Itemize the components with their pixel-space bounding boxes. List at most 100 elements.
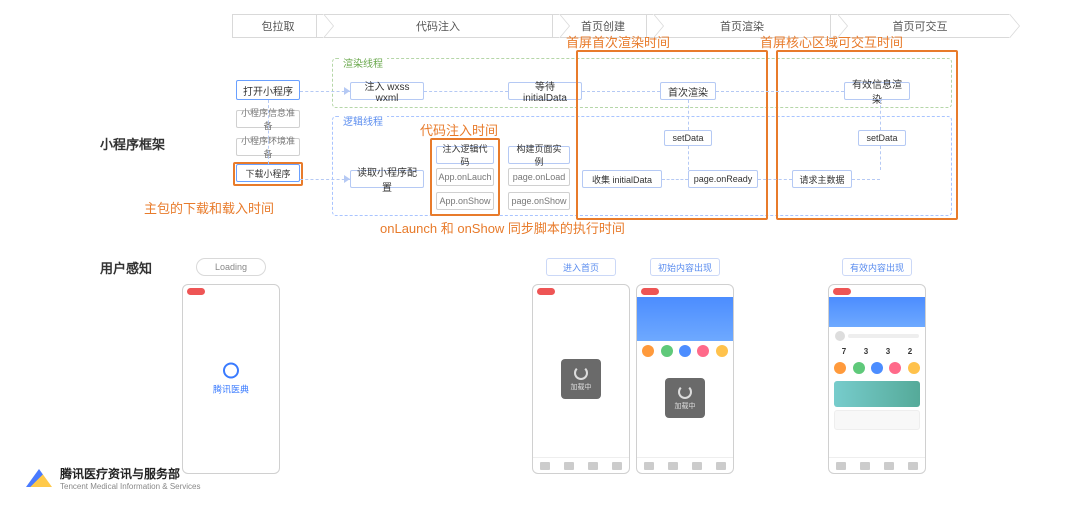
stage-arrow: 代码注入 — [316, 14, 560, 38]
stage-label: 代码注入 — [416, 18, 460, 34]
category-icon — [642, 345, 654, 357]
box-read-config: 读取小程序配置 — [350, 170, 424, 188]
caption-text: 初始内容出现 — [658, 261, 712, 274]
connector — [424, 91, 508, 92]
category-icon — [661, 345, 673, 357]
caption-initial-show: 初始内容出现 — [650, 258, 720, 276]
annotation-core-interactive: 首屏核心区域可交互时间 — [760, 32, 903, 51]
connector — [300, 91, 350, 92]
arrowhead-icon — [344, 175, 350, 183]
stat-number: 3 — [886, 347, 890, 356]
loading-modal: 加载中 — [561, 359, 601, 399]
phone-statusbar — [183, 285, 279, 297]
box-download: 下载小程序 — [236, 164, 300, 182]
category-icon — [889, 362, 901, 374]
category-icon — [716, 345, 728, 357]
loading-modal: 加载中 — [665, 378, 705, 418]
connector — [582, 91, 660, 92]
connector — [852, 179, 880, 180]
stage-label: 包拉取 — [262, 18, 295, 34]
box-request-main: 请求主数据 — [792, 170, 852, 188]
phone-icon-row — [637, 341, 733, 361]
stat-number: 7 — [842, 347, 846, 356]
phone-tabbar — [533, 457, 629, 473]
box-app-onlaunch: App.onLauch — [436, 168, 494, 186]
phone-statusbar — [637, 285, 733, 297]
stage-label: 首页渲染 — [720, 18, 764, 34]
stat-row: 7 3 3 2 — [829, 345, 925, 358]
connector — [880, 146, 881, 170]
stage-arrow: 包拉取 — [232, 14, 324, 38]
annotation-download-time: 主包的下载和载入时间 — [144, 198, 274, 217]
panel-label-logic: 逻辑线程 — [339, 113, 387, 128]
connector — [268, 100, 269, 164]
avatar-icon — [835, 331, 845, 341]
category-icon — [908, 362, 920, 374]
annotation-launch-show-time: onLaunch 和 onShow 同步脚本的执行时间 — [380, 218, 625, 237]
loading-text: 腾讯医典 — [213, 383, 249, 396]
category-icon — [679, 345, 691, 357]
profile-row — [835, 330, 919, 342]
phone-initial-content: 加载中 — [636, 284, 734, 474]
box-page-onshow: page.onShow — [508, 192, 570, 210]
caption-enter-home: 进入首页 — [546, 258, 616, 276]
connector — [716, 91, 844, 92]
loading-indicator: 腾讯医典 — [213, 363, 249, 396]
caption-text: Loading — [215, 262, 247, 272]
spinner-icon — [678, 385, 692, 399]
spinner-text: 加载中 — [571, 382, 592, 392]
pill-icon — [641, 288, 659, 295]
box-app-onshow: App.onShow — [436, 192, 494, 210]
footer-subtitle: Tencent Medical Information & Services — [60, 482, 201, 491]
caption-loading: Loading — [196, 258, 266, 276]
box-collect-initial: 收集 initialData — [582, 170, 662, 188]
phone-effective-content: 7 3 3 2 — [828, 284, 926, 474]
spinner-icon — [574, 366, 588, 380]
row-label-user: 用户感知 — [100, 258, 152, 277]
phone-enter-home: 加载中 — [532, 284, 630, 474]
phone-statusbar — [829, 285, 925, 297]
spinner-icon — [223, 363, 239, 379]
box-effective-render: 有效信息渲染 — [844, 82, 910, 100]
pill-icon — [833, 288, 851, 295]
tencent-logo-icon — [26, 469, 52, 487]
row-label-framework: 小程序框架 — [100, 134, 165, 153]
connector — [662, 179, 688, 180]
panel-label-render: 渲染线程 — [339, 55, 387, 70]
box-inject-logic: 注入逻辑代码 — [436, 146, 494, 164]
stat-number: 2 — [908, 347, 912, 356]
content-card — [834, 410, 920, 430]
connector — [300, 179, 350, 180]
footer-logo: 腾讯医疗资讯与服务部 Tencent Medical Information &… — [26, 465, 201, 491]
arrowhead-icon — [344, 87, 350, 95]
box-first-render: 首次渲染 — [660, 82, 716, 100]
category-icon — [834, 362, 846, 374]
box-page-onready: page.onReady — [688, 170, 758, 188]
box-setdata-2: setData — [858, 130, 906, 146]
phone-header — [637, 297, 733, 341]
box-inject-wxss: 注入 wxss wxml — [350, 82, 424, 100]
caption-text: 有效内容出现 — [850, 261, 904, 274]
connector — [758, 179, 792, 180]
category-icon — [853, 362, 865, 374]
box-page-onload: page.onLoad — [508, 168, 570, 186]
connector — [880, 100, 881, 130]
phone-tabbar — [829, 457, 925, 473]
box-setdata-1: setData — [664, 130, 712, 146]
footer-title: 腾讯医疗资讯与服务部 — [60, 465, 201, 482]
box-build-page: 构建页面实例 — [508, 146, 570, 164]
category-icon — [871, 362, 883, 374]
box-open-app: 打开小程序 — [236, 80, 300, 100]
pill-icon — [187, 288, 205, 295]
phone-tabbar — [637, 457, 733, 473]
category-icon — [697, 345, 709, 357]
phone-statusbar — [533, 285, 629, 297]
stat-number: 3 — [864, 347, 868, 356]
pill-icon — [537, 288, 555, 295]
phone-header — [829, 297, 925, 327]
box-wait-initial: 等待 initialData — [508, 82, 582, 100]
phone-icon-row — [829, 358, 925, 378]
caption-effective-show: 有效内容出现 — [842, 258, 912, 276]
connector — [688, 100, 689, 130]
connector — [688, 146, 689, 170]
